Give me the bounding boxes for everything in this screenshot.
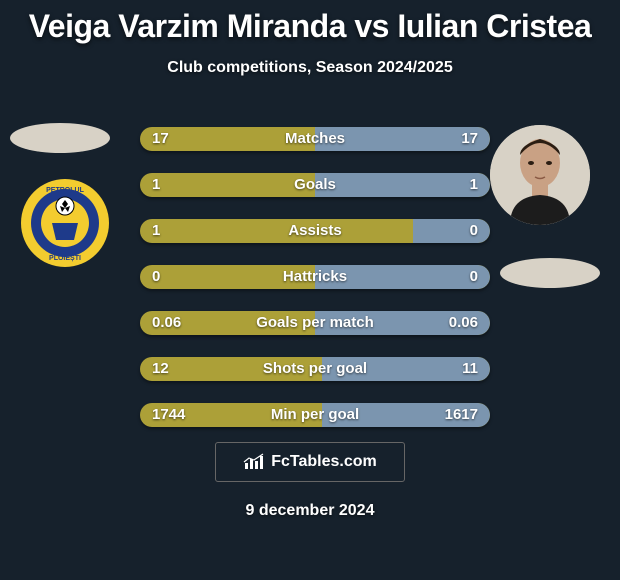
stat-bar-row: 1Assists0 [140, 219, 490, 243]
stat-bar-row: 1Goals1 [140, 173, 490, 197]
player-right-club-badge [500, 258, 600, 288]
stat-bar-row: 1744Min per goal1617 [140, 403, 490, 427]
stat-value-left: 1744 [152, 403, 185, 427]
stat-bar-right-fill [315, 265, 490, 289]
stat-bar-row: 0Hattricks0 [140, 265, 490, 289]
player-left-avatar [10, 123, 110, 153]
stat-bar-row: 0.06Goals per match0.06 [140, 311, 490, 335]
stat-bar-right-fill [413, 219, 490, 243]
stat-value-left: 17 [152, 127, 169, 151]
player-right-avatar [490, 125, 590, 225]
stat-bar-right-fill [315, 311, 490, 335]
stat-bar-right-fill [322, 357, 490, 381]
page-subtitle: Club competitions, Season 2024/2025 [0, 59, 620, 77]
stat-bars-container: 17Matches17 1Goals1 1Assists0 0Hattricks0 0.… [140, 127, 490, 449]
badge-text-bottom: PLOIEȘTI [49, 255, 81, 262]
player-left-club-badge: PETROLUL PLOIEȘTI [20, 178, 110, 268]
stat-value-left: 1 [152, 173, 160, 197]
club-badge-icon: PETROLUL PLOIEȘTI [20, 178, 110, 268]
stat-bar-right-fill [315, 127, 490, 151]
branding-text: FcTables.com [271, 453, 377, 471]
stat-bar-row: 17Matches17 [140, 127, 490, 151]
stat-value-left: 0 [152, 265, 160, 289]
player-right-portrait-icon [490, 125, 590, 225]
stat-value-left: 12 [152, 357, 169, 381]
stat-value-left: 0.06 [152, 311, 181, 335]
stat-value-left: 1 [152, 219, 160, 243]
stat-bar-right-fill [315, 173, 490, 197]
stat-bar-right-fill [322, 403, 490, 427]
footer-date: 9 december 2024 [0, 502, 620, 520]
stat-bar-row: 12Shots per goal11 [140, 357, 490, 381]
badge-text-top: PETROLUL [46, 187, 84, 194]
page-title: Veiga Varzim Miranda vs Iulian Cristea [0, 0, 620, 45]
branding-box[interactable]: FcTables.com [215, 442, 405, 482]
bar-chart-icon [243, 453, 265, 471]
